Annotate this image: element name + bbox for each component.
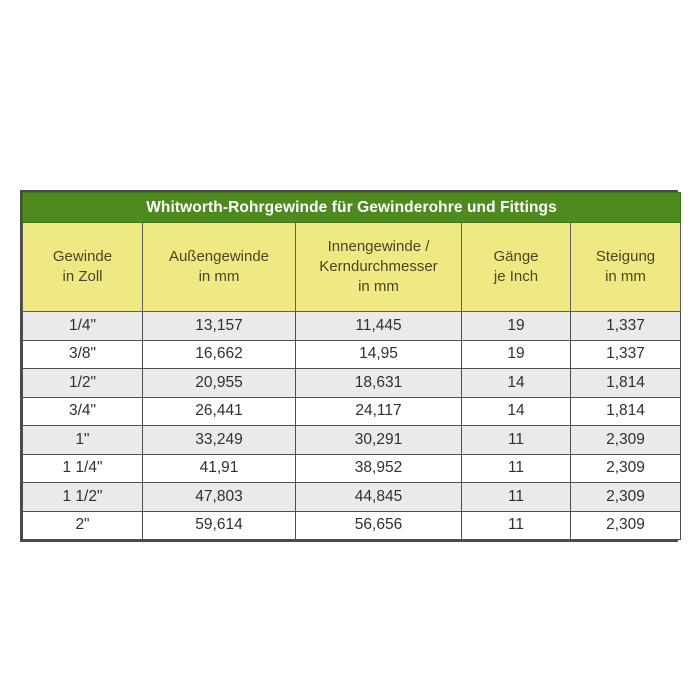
cell-gaenge-je-inch: 14 bbox=[461, 396, 571, 426]
cell-aussengewinde-in-mm: 20,955 bbox=[142, 368, 296, 398]
table-row: 3/8" 16,662 14,95 19 1,337 bbox=[22, 339, 682, 369]
column-header-innengewinde-kerndurchmesser-in-mm: Innengewinde / Kerndurchmesser in mm bbox=[295, 222, 462, 312]
cell-aussengewinde-in-mm: 16,662 bbox=[142, 339, 296, 369]
cell-gaenge-je-inch: 14 bbox=[461, 368, 571, 398]
table-row: 1" 33,249 30,291 11 2,309 bbox=[22, 425, 682, 455]
column-header-line-1: Gewinde bbox=[52, 248, 113, 266]
cell-gaenge-je-inch: 19 bbox=[461, 311, 571, 341]
cell-innengewinde-kerndurchmesser-in-mm: 18,631 bbox=[295, 368, 462, 398]
column-header-line-2: in Zoll bbox=[62, 268, 103, 285]
cell-steigung-in-mm: 2,309 bbox=[569, 510, 682, 540]
column-header-line-1: Steigung bbox=[595, 248, 656, 266]
cell-steigung-in-mm: 1,814 bbox=[569, 368, 682, 398]
column-header-gewinde-in-zoll: Gewinde in Zoll bbox=[22, 222, 143, 312]
cell-gewinde-in-zoll: 3/8" bbox=[22, 339, 143, 369]
cell-aussengewinde-in-mm: 33,249 bbox=[142, 425, 296, 455]
column-header-line-3: in mm bbox=[358, 277, 399, 295]
cell-innengewinde-kerndurchmesser-in-mm: 56,656 bbox=[295, 510, 462, 540]
cell-gewinde-in-zoll: 1 1/2" bbox=[22, 482, 143, 512]
cell-gewinde-in-zoll: 1/2" bbox=[22, 368, 143, 398]
cell-gewinde-in-zoll: 1" bbox=[22, 425, 143, 455]
column-header-gaenge-je-inch: Gänge je Inch bbox=[461, 222, 571, 312]
cell-steigung-in-mm: 2,309 bbox=[569, 482, 682, 512]
table-body: 1/4" 13,157 11,445 19 1,337 3/8" 16,662 14,95 19… bbox=[22, 311, 682, 540]
cell-steigung-in-mm: 1,814 bbox=[569, 396, 682, 426]
cell-innengewinde-kerndurchmesser-in-mm: 14,95 bbox=[295, 339, 462, 369]
cell-gaenge-je-inch: 11 bbox=[461, 482, 571, 512]
whitworth-thread-table: Whitworth-Rohrgewinde für Gewinderohre u… bbox=[20, 190, 682, 542]
table-title-row: Whitworth-Rohrgewinde für Gewinderohre u… bbox=[21, 192, 682, 223]
table-title: Whitworth-Rohrgewinde für Gewinderohre u… bbox=[21, 192, 682, 223]
column-header-line-2: je Inch bbox=[493, 268, 539, 285]
cell-aussengewinde-in-mm: 26,441 bbox=[142, 396, 296, 426]
cell-aussengewinde-in-mm: 47,803 bbox=[142, 482, 296, 512]
cell-aussengewinde-in-mm: 13,157 bbox=[142, 311, 296, 341]
cell-gaenge-je-inch: 19 bbox=[461, 339, 571, 369]
cell-gewinde-in-zoll: 3/4" bbox=[22, 396, 143, 426]
column-header-line-1: Außengewinde bbox=[168, 248, 270, 266]
cell-steigung-in-mm: 1,337 bbox=[569, 311, 682, 341]
cell-gaenge-je-inch: 11 bbox=[461, 510, 571, 540]
column-header-line-1: Gänge bbox=[493, 248, 539, 266]
table-header-row: Gewinde in Zoll Außengewinde in mm Innen… bbox=[22, 222, 682, 312]
cell-gewinde-in-zoll: 1/4" bbox=[22, 311, 143, 341]
column-header-line-2: Kerndurchmesser bbox=[319, 258, 438, 276]
cell-gaenge-je-inch: 11 bbox=[461, 453, 571, 483]
cell-aussengewinde-in-mm: 41,91 bbox=[142, 453, 296, 483]
cell-innengewinde-kerndurchmesser-in-mm: 38,952 bbox=[295, 453, 462, 483]
cell-gaenge-je-inch: 11 bbox=[461, 425, 571, 455]
table-row: 1/2" 20,955 18,631 14 1,814 bbox=[22, 368, 682, 398]
cell-steigung-in-mm: 1,337 bbox=[569, 339, 682, 369]
cell-innengewinde-kerndurchmesser-in-mm: 24,117 bbox=[295, 396, 462, 426]
column-header-aussengewinde-in-mm: Außengewinde in mm bbox=[142, 222, 296, 312]
table-head: Whitworth-Rohrgewinde für Gewinderohre u… bbox=[21, 192, 682, 312]
column-header-steigung-in-mm: Steigung in mm bbox=[569, 222, 682, 312]
column-header-line-2: in mm bbox=[605, 268, 646, 285]
cell-innengewinde-kerndurchmesser-in-mm: 30,291 bbox=[295, 425, 462, 455]
cell-steigung-in-mm: 2,309 bbox=[569, 425, 682, 455]
table-row: 3/4" 26,441 24,117 14 1,814 bbox=[22, 396, 682, 426]
cell-gewinde-in-zoll: 1 1/4" bbox=[22, 453, 143, 483]
cell-steigung-in-mm: 2,309 bbox=[569, 453, 682, 483]
cell-aussengewinde-in-mm: 59,614 bbox=[142, 510, 296, 540]
table-row: 1 1/2" 47,803 44,845 11 2,309 bbox=[22, 482, 682, 512]
table-row: 2" 59,614 56,656 11 2,309 bbox=[22, 510, 682, 540]
cell-innengewinde-kerndurchmesser-in-mm: 11,445 bbox=[295, 311, 462, 341]
cell-innengewinde-kerndurchmesser-in-mm: 44,845 bbox=[295, 482, 462, 512]
table-row: 1 1/4" 41,91 38,952 11 2,309 bbox=[22, 453, 682, 483]
table: Whitworth-Rohrgewinde für Gewinderohre u… bbox=[21, 192, 682, 540]
cell-gewinde-in-zoll: 2" bbox=[22, 510, 143, 540]
column-header-line-2: in mm bbox=[198, 268, 240, 285]
column-header-line-1: Innengewinde / bbox=[327, 238, 430, 256]
table-row: 1/4" 13,157 11,445 19 1,337 bbox=[22, 311, 682, 341]
